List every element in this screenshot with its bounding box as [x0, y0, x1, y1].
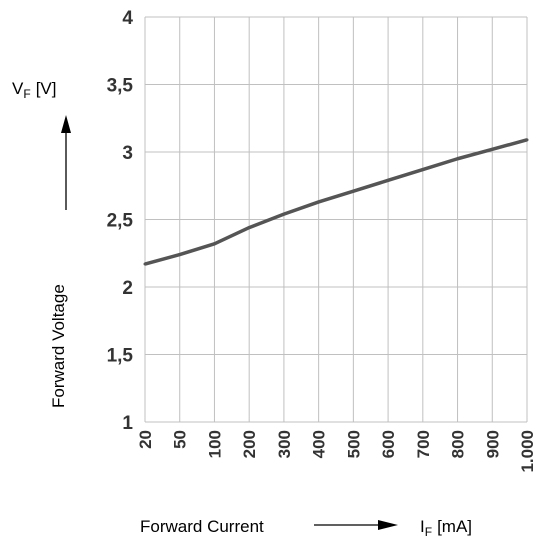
y-tick-label: 2	[122, 278, 133, 299]
x-tick-label: 1.000	[518, 430, 537, 473]
x-tick-label: 400	[310, 430, 329, 458]
data-point	[212, 242, 216, 246]
x-tick-label: 600	[379, 430, 398, 458]
y-axis-label: VF [V] Forward Voltage	[12, 79, 71, 408]
data-point	[178, 253, 182, 257]
y-tick-label: 3,5	[107, 76, 134, 97]
series	[143, 138, 529, 266]
x-tick-label: 800	[449, 430, 468, 458]
data-point	[421, 168, 425, 172]
y-tick-label: 1	[122, 413, 133, 434]
y-tick-label: 1,5	[107, 346, 134, 367]
data-point	[386, 178, 390, 182]
x-axis-arrow	[314, 520, 398, 530]
x-tick-label: 900	[483, 430, 502, 458]
x-tick-labels: 20 50 100 200 300 400 500 600 700 800 900 1.000	[136, 430, 537, 473]
y-tick-label: 4	[122, 8, 133, 29]
y-axis-arrow	[61, 115, 71, 210]
y-axis-title: Forward Voltage	[49, 284, 68, 408]
data-point	[317, 200, 321, 204]
x-tick-label: 700	[414, 430, 433, 458]
data-point	[456, 157, 460, 161]
x-tick-label: 300	[275, 430, 294, 458]
x-axis-title: Forward Current	[140, 517, 264, 536]
x-tick-label: 100	[205, 430, 224, 458]
data-point	[247, 226, 251, 230]
series-line	[144, 138, 528, 266]
x-axis-symbol: IF [mA]	[420, 517, 472, 539]
y-tick-label: 2,5	[107, 211, 134, 232]
y-tick-labels: 1 1,5 2 2,5 3 3,5 4	[107, 8, 134, 434]
data-point	[351, 189, 355, 193]
x-tick-label: 200	[240, 430, 259, 458]
x-tick-label: 50	[171, 430, 190, 449]
y-axis-symbol: VF [V]	[12, 79, 56, 101]
x-tick-label: 20	[136, 430, 155, 449]
data-point	[143, 262, 147, 266]
data-point	[490, 147, 494, 151]
data-point	[525, 138, 529, 142]
data-point	[282, 212, 286, 216]
grid	[144, 16, 528, 423]
x-axis-label: Forward Current IF [mA]	[140, 517, 472, 539]
y-tick-label: 3	[122, 143, 133, 164]
x-tick-label: 500	[344, 430, 363, 458]
